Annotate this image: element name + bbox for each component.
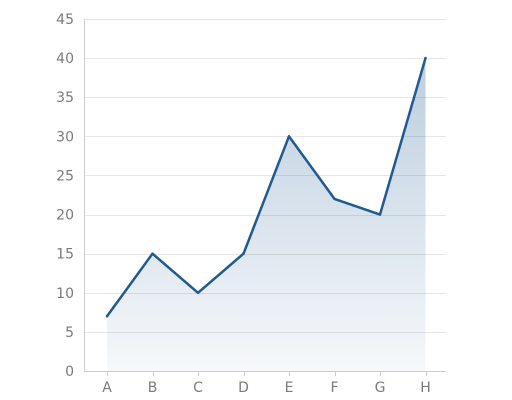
y-tick-label: 5 [65, 325, 74, 341]
x-tick-label: D [238, 380, 249, 396]
axes [84, 19, 446, 376]
data-point-C [196, 291, 200, 294]
y-tick-label: 20 [56, 208, 74, 224]
y-tick-label: 45 [56, 12, 74, 28]
y-tick-label: 25 [56, 168, 74, 184]
y-tick-label: 30 [56, 129, 74, 145]
x-tick-label: G [375, 380, 386, 396]
data-point-B [151, 252, 154, 255]
x-tick-label: B [148, 380, 158, 396]
y-tick-label: 0 [65, 364, 74, 380]
data-point-A [105, 315, 109, 318]
series-line-group [105, 56, 427, 318]
data-point-H [424, 56, 427, 60]
x-tick-label: C [193, 380, 203, 396]
area-fill [107, 58, 426, 371]
x-tick-label: F [330, 380, 338, 396]
y-tick-label: 35 [56, 90, 74, 106]
data-point-E [287, 135, 291, 138]
y-tick-label: 40 [56, 51, 74, 67]
y-tick-label: 10 [56, 286, 74, 302]
data-point-G [378, 213, 382, 216]
x-tick-label: A [102, 380, 112, 396]
area-fill-group [107, 58, 426, 371]
x-tick-label: E [285, 380, 294, 396]
data-point-F [333, 197, 336, 201]
tick-labels: 0 5 10 15 20 25 30 35 40 45 A B C D E F G H [56, 12, 431, 396]
y-tick-label: 15 [56, 247, 74, 263]
series-line [105, 56, 427, 318]
data-point-D [242, 252, 245, 255]
x-tick-label: H [420, 380, 431, 396]
